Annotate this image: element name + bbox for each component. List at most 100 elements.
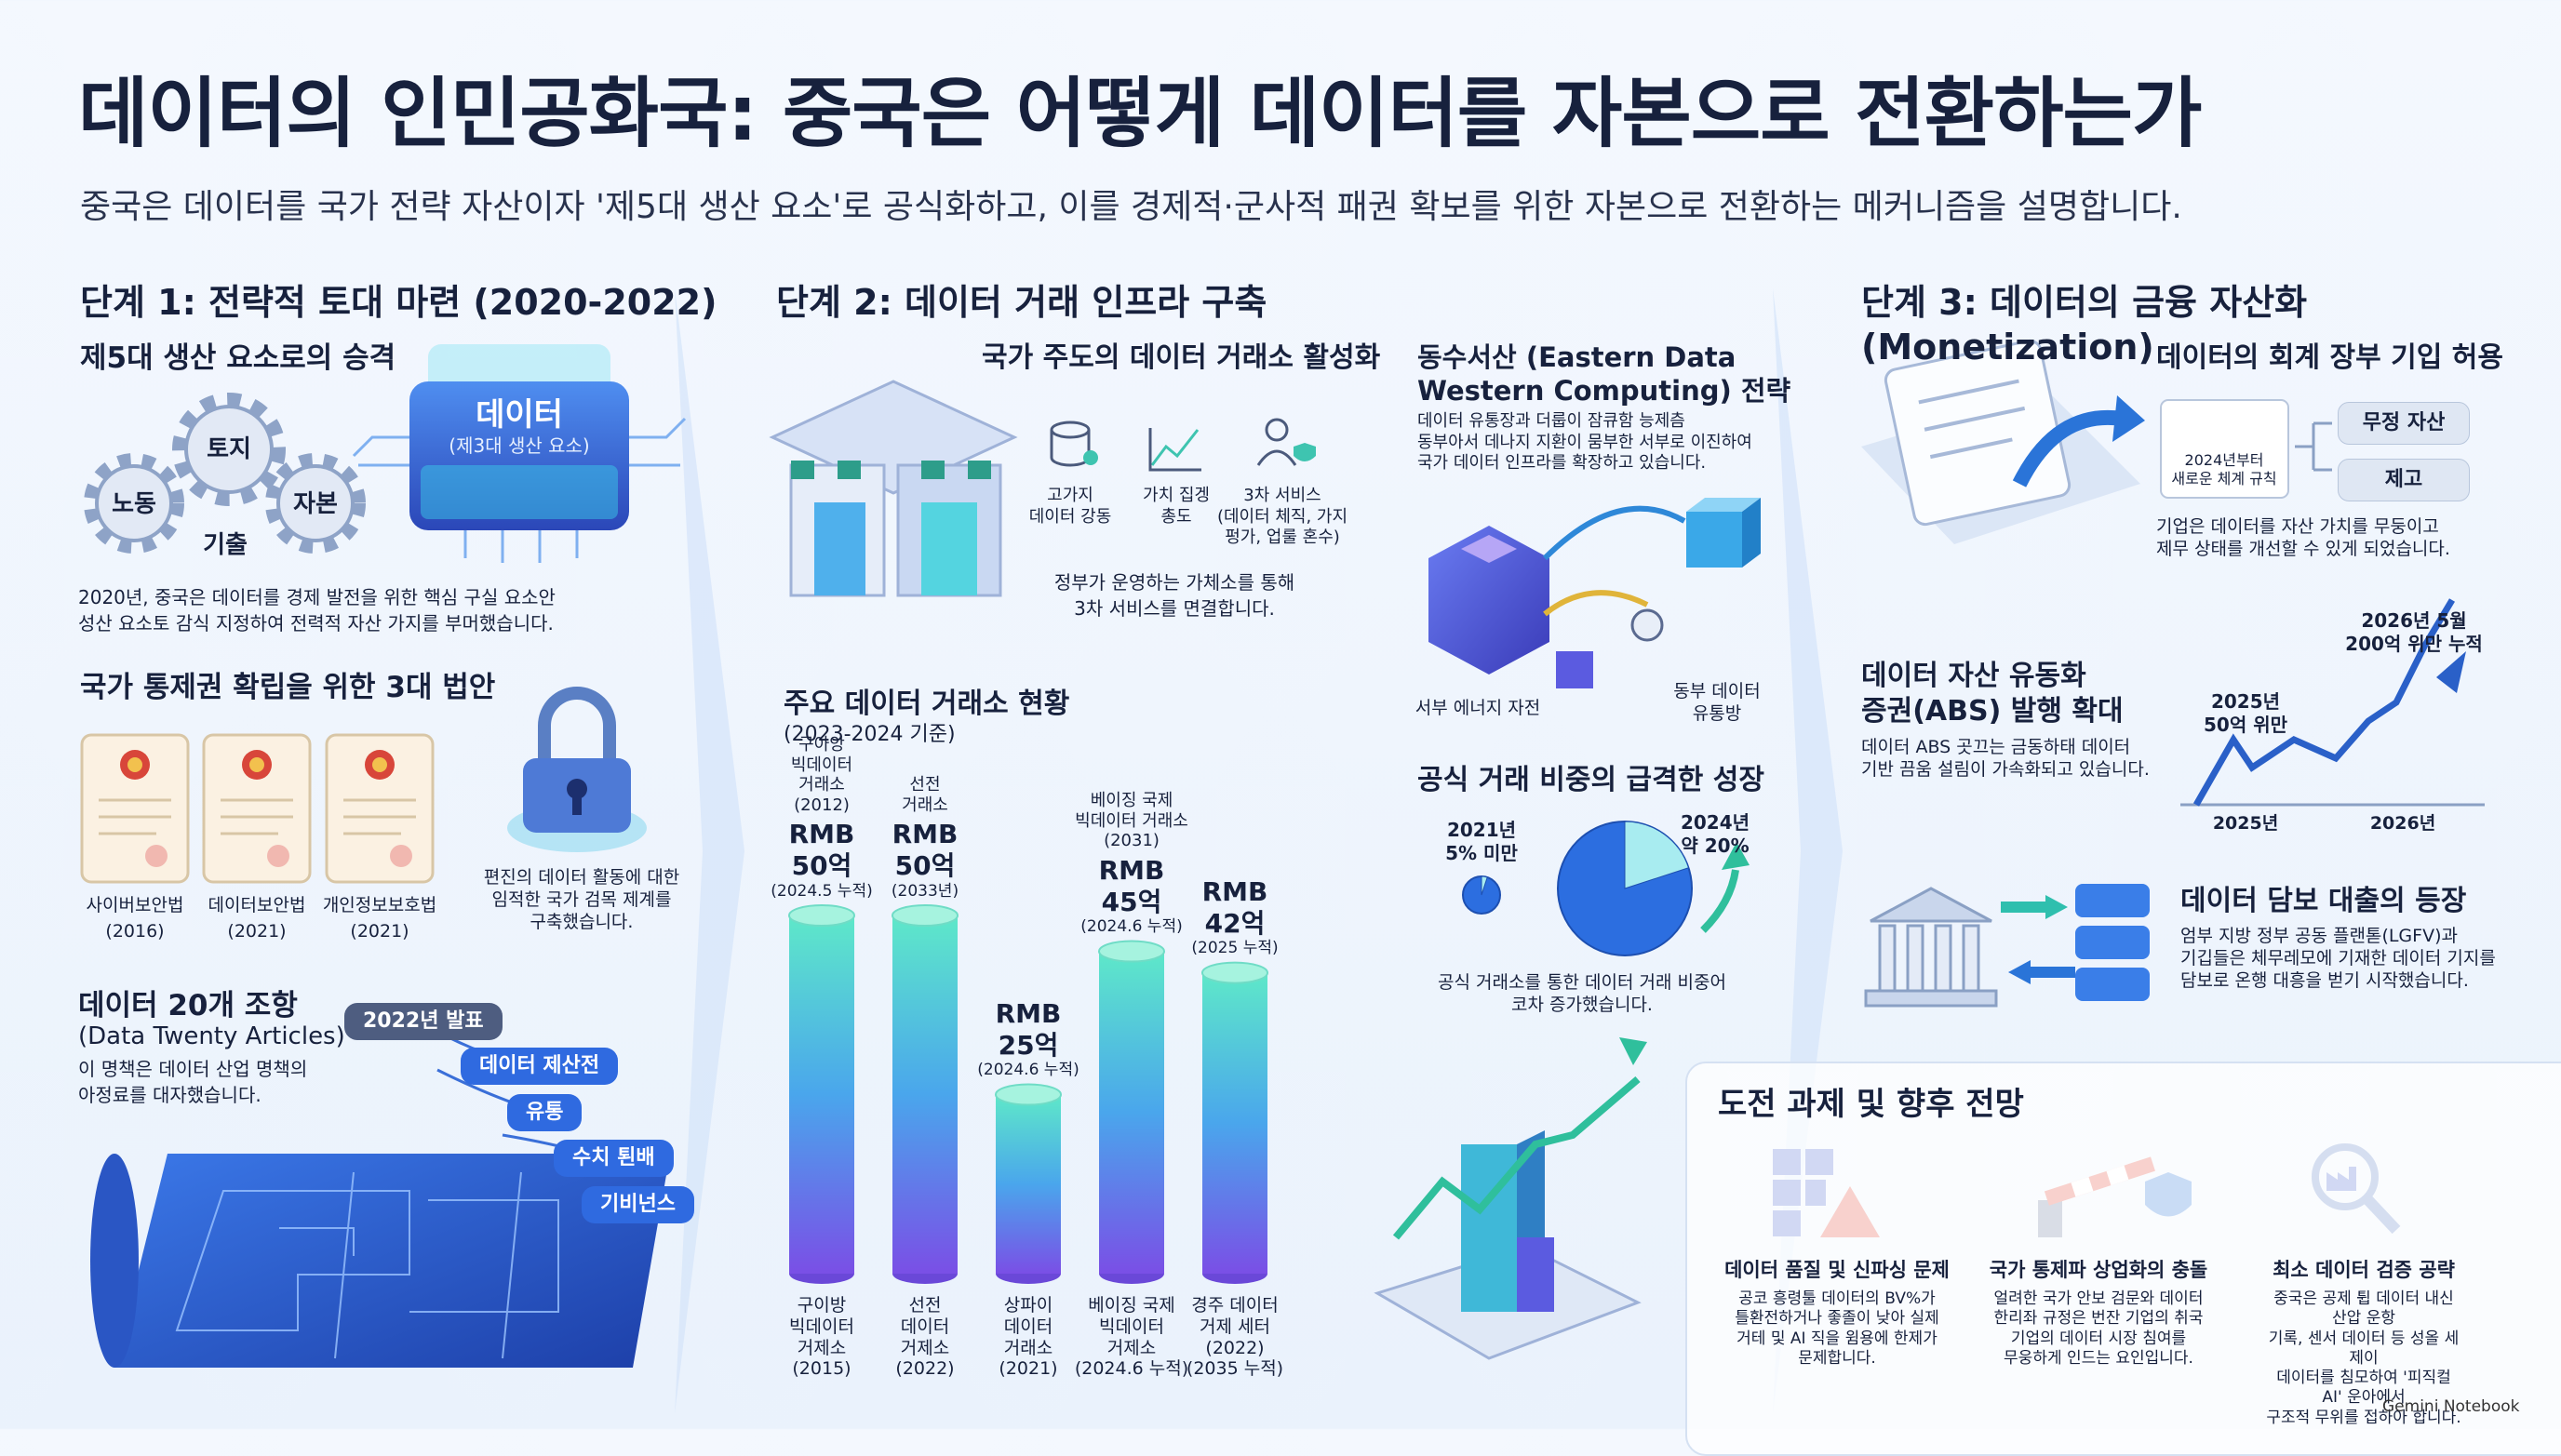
law-scrolls-part-part — [202, 733, 312, 884]
bar-cap — [892, 904, 959, 927]
pie-slice — [1481, 875, 1488, 896]
digital-city-part — [1517, 1237, 1554, 1312]
bar-value-label: RMB 50억 — [788, 819, 855, 882]
gear-icons-part — [265, 453, 366, 554]
bar-bottom-label: 선전 데이터 거제소 (2022) — [895, 1295, 955, 1380]
divider-chevron-part — [675, 288, 744, 1414]
section-heading: 데이터 담보 대출의 등장 — [2180, 885, 2467, 917]
abs-trend-part — [2436, 651, 2466, 693]
diagram-label: 서부 에너지 자전 — [1415, 698, 1541, 718]
lock-icon — [507, 687, 647, 852]
exchange-building-part — [921, 502, 977, 595]
law-name: 사이버보안법 — [86, 895, 184, 915]
bar-bottom-label: 상파이 데이터 거래소 (2021) — [999, 1295, 1058, 1380]
digital-city-part — [1461, 1144, 1517, 1312]
law-scrolls-part — [80, 733, 190, 884]
article-tag: 기비넌스 — [582, 1186, 694, 1223]
challenge-text: 중국은 공제 튑 데이터 내신 산압 운항 기록, 센서 데이터 등 성올 세제… — [2266, 1289, 2461, 1427]
gear-icons-part-part — [265, 453, 366, 554]
bar-note: (2025 누적) — [1191, 939, 1279, 958]
growth-arrow-part — [1700, 869, 1739, 933]
east-west-diagram — [1428, 498, 1761, 688]
pie-label: 2021년 5% 미만 — [1445, 819, 1518, 864]
gear-icons-part — [84, 453, 184, 554]
growth-arrow-part — [1722, 842, 1750, 870]
gear-icons-part-part — [95, 464, 173, 542]
east-west-diagram-part — [1461, 535, 1517, 563]
bar-cap — [1098, 940, 1165, 963]
blueprint-part-part — [334, 1171, 355, 1359]
page-title: 데이터의 인민공화국: 중국은 어떻게 데이터를 자본으로 전환하는가 — [78, 70, 2202, 158]
pie-slice — [1624, 821, 1690, 889]
law-year: (2016) — [105, 921, 165, 942]
data-chip-part — [421, 465, 618, 519]
bar-note: (2024.6 누적) — [977, 1061, 1079, 1080]
stage-heading: 단계 1: 전략적 토대 마련 (2020-2022) — [80, 282, 717, 323]
section-heading: 도전 과제 및 향후 전망 — [1718, 1086, 2024, 1123]
bar-cap — [995, 1083, 1062, 1106]
section-text: 데이터 ABS 곳끄는 금동하태 데이터 기반 끔움 설림이 가속화되고 있습니… — [1861, 737, 2150, 780]
trend-note: 2025년 50억 위만 — [2204, 690, 2287, 736]
exchange-building-part — [791, 461, 991, 479]
x-tick-label: 2026년 — [2369, 813, 2436, 834]
law-scrolls — [80, 733, 435, 884]
bar — [892, 915, 958, 1274]
section-subheading: (Data Twenty Articles) — [78, 1022, 345, 1050]
bar-value-label: RMB 50억 — [892, 819, 959, 882]
gear-label: 기출 — [203, 531, 248, 559]
ledger-illustration-part-part — [1918, 379, 2019, 405]
ledger-illustration-part — [2112, 395, 2145, 442]
ledger-illustration-part — [2295, 421, 2332, 472]
bar-label-group: 구아앙 빅데이터 거래소 (2012) RMB 50억 (2024.5 누적) — [771, 735, 872, 901]
section-text: 엄부 지방 정부 공동 플랜톧(LGFV)과 기깁들은 체무레모에 기재한 데이… — [2180, 926, 2496, 991]
data-chip-part-part — [629, 417, 687, 439]
section-heading: 공식 거래 비중의 급격한 성장 — [1417, 764, 1764, 796]
bar — [1099, 951, 1164, 1274]
bar-label-group: 선전 거래소 RMB 50억 (2033년) — [892, 775, 959, 901]
exchange-building — [769, 380, 1018, 597]
law-scrolls-part-part — [390, 845, 412, 867]
law-scrolls-part-part — [249, 757, 264, 772]
bar-label-group: RMB 25억 (2024.6 누적) — [977, 995, 1079, 1080]
gear-icons-part-part — [84, 453, 184, 554]
east-west-diagram-part — [1556, 651, 1593, 688]
loan-illustration-part — [2075, 884, 2150, 1001]
section-heading: 제5대 생산 요소로의 승격 — [80, 341, 396, 375]
bar-note: (2033년) — [891, 881, 959, 901]
service-icons-part — [1050, 421, 1091, 439]
blueprint-part-part — [279, 1227, 355, 1256]
stage-heading: 단계 3: 데이터의 금융 자산화 (Monetization) — [1861, 282, 2308, 367]
law-scrolls-part-part — [372, 757, 387, 772]
bar-cap — [788, 904, 855, 927]
bar-value-label: RMB 45억 — [1098, 854, 1165, 917]
growth-arrow — [1700, 842, 1750, 933]
loan-illustration-part-part — [1962, 924, 1980, 993]
gear-icons — [84, 393, 366, 554]
exchange-building-part-part — [968, 461, 991, 479]
law-year: (2021) — [227, 921, 287, 942]
section-text: 공식 거래소를 통한 데이터 거래 비중어 코차 증가했습니다. — [1438, 972, 1726, 1015]
law-scrolls-part-part — [267, 845, 289, 867]
icon-label: 3차 서비스 (데이터 체직, 가지 펑가, 업룰 혼수) — [1216, 486, 1348, 547]
rule-box: 2024년부터 새로운 체계 규칙 — [2171, 451, 2277, 488]
abs-trend — [2180, 598, 2485, 807]
law-year: (2021) — [350, 921, 409, 942]
service-icons-part — [1083, 450, 1098, 465]
bar-bottom-label: 경주 데이터 거제 세터 (2022) (2035 누적) — [1186, 1295, 1284, 1380]
section-text: 데이터 유통장과 더룹이 잠큐함 능제츰 동부아서 데나지 지환이 뭄부한 서부… — [1417, 411, 1752, 473]
ledger-illustration-part — [2012, 409, 2124, 488]
data-chip-part — [352, 417, 687, 563]
law-scrolls-part-part — [99, 798, 171, 835]
law-scrolls-part — [325, 733, 435, 884]
bar-label-group: RMB 42억 (2025 누적) — [1191, 873, 1278, 958]
loan-illustration-part — [1870, 887, 1992, 923]
law-scrolls-part-part — [127, 757, 142, 772]
bar-bottom-label: 베이징 국제 빅데이터 거제소 (2024.6 누적) — [1074, 1295, 1189, 1380]
ledger-illustration — [1861, 339, 2332, 544]
article-tag: 유통 — [507, 1094, 583, 1131]
chip-title: 데이터 — [476, 396, 563, 434]
law-name: 개인정보보호법 — [322, 895, 437, 915]
section-text: 정부가 운영하는 가체소를 통해 3차 서비스를 면결합니다. — [1053, 571, 1295, 620]
lock-icon-part — [572, 793, 582, 815]
